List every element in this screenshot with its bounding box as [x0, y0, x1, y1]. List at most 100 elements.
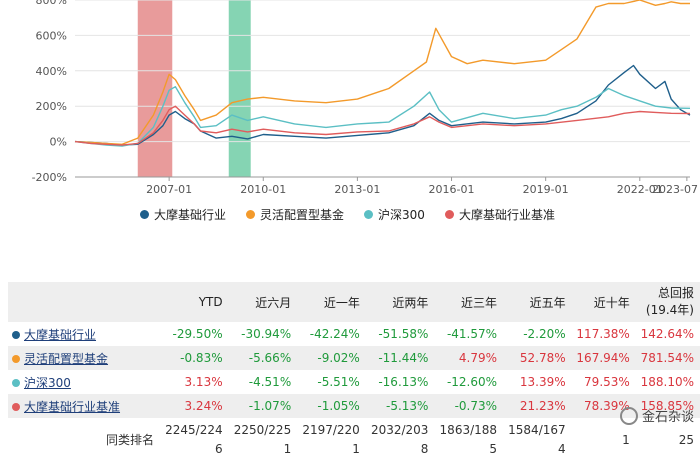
series-line-1 — [74, 0, 690, 145]
rank-line1: 1584/167 — [508, 423, 566, 437]
fund-name-link[interactable]: 沪深300 — [24, 375, 71, 390]
returns-table: YTD 近六月 近一年 近两年 近三年 近五年 近十年 总回报 (19.4年) … — [8, 282, 700, 462]
x-tick-label: 2013-01 — [334, 183, 380, 196]
y-tick-label: 200% — [36, 100, 67, 113]
return-cell: 142.64% — [635, 322, 700, 346]
return-cell: 13.39% — [503, 370, 572, 394]
header-6m: 近六月 — [228, 282, 298, 322]
return-cell: 21.23% — [503, 394, 572, 418]
return-cell: 167.94% — [571, 346, 636, 370]
return-cell: -1.05% — [297, 394, 366, 418]
row-name-cell[interactable]: 灵活配置型基金 — [8, 346, 160, 370]
return-cell: -12.60% — [434, 370, 504, 394]
rank-line1: 25 — [678, 432, 694, 447]
shaded-range-0 — [137, 0, 173, 177]
return-cell: -11.44% — [365, 346, 435, 370]
rank-cell: 1863/188 5 — [434, 418, 504, 462]
rank-cell: 2197/220 1 — [297, 418, 366, 462]
header-ytd: YTD — [160, 282, 229, 322]
rank-line1: 2245/224 — [165, 423, 223, 437]
series-line-2 — [74, 86, 691, 147]
rank-line2: 5 — [489, 442, 498, 456]
rank-cell: 1584/167 4 — [503, 418, 572, 462]
table-row: 大摩基础行业 -29.50% -30.94% -42.24% -51.58% -41.57… — [8, 322, 700, 346]
return-cell: -16.13% — [365, 370, 435, 394]
return-cell: 3.24% — [160, 394, 229, 418]
row-dot — [12, 331, 20, 339]
table-header-row: YTD 近六月 近一年 近两年 近三年 近五年 近十年 总回报 (19.4年) — [8, 282, 700, 322]
row-name-cell[interactable]: 大摩基础行业基准 — [8, 394, 160, 418]
shaded-range-1 — [228, 0, 251, 177]
header-total-line2: (19.4年) — [645, 303, 694, 317]
legend-item-flexible[interactable]: 灵活配置型基金 — [246, 206, 344, 223]
table-row: 沪深300 3.13% -4.51% -5.51% -16.13% -12.60% 13.3… — [8, 370, 700, 394]
rank-cell: 2032/203 8 — [365, 418, 435, 462]
rank-line1: 1863/188 — [439, 423, 498, 437]
rank-line2: 1 — [283, 442, 292, 456]
fund-name-link[interactable]: 大摩基础行业 — [24, 327, 97, 342]
return-cell: 781.54% — [635, 346, 700, 370]
row-dot — [12, 355, 20, 363]
y-tick-label: 600% — [36, 29, 67, 42]
x-tick-label: 2016-01 — [429, 183, 475, 196]
row-name-cell[interactable]: 沪深300 — [8, 370, 160, 394]
rank-line2: 6 — [214, 442, 223, 456]
series-line-3 — [74, 105, 691, 146]
rank-line2: 1 — [352, 442, 360, 456]
return-cell: 117.38% — [571, 322, 636, 346]
row-name-cell[interactable]: 大摩基础行业 — [8, 322, 160, 346]
header-10y: 近十年 — [571, 282, 636, 322]
return-cell: -2.20% — [503, 322, 572, 346]
rank-line1: 2250/225 — [233, 423, 292, 437]
legend-label-flexible: 灵活配置型基金 — [260, 208, 345, 222]
x-tick-label: 2023-07 — [652, 183, 698, 196]
return-cell: 52.78% — [503, 346, 572, 370]
rank-line1: 2032/203 — [370, 423, 429, 437]
return-cell: -5.13% — [365, 394, 435, 418]
rank-label: 同类排名 — [8, 418, 160, 462]
return-cell: -4.51% — [228, 370, 298, 394]
return-cell: 3.13% — [160, 370, 229, 394]
legend-item-benchmark[interactable]: 大摩基础行业基准 — [444, 206, 555, 223]
return-cell: -9.02% — [297, 346, 366, 370]
legend-label-benchmark: 大摩基础行业基准 — [458, 208, 555, 222]
y-tick-label: 400% — [36, 65, 67, 78]
rank-cell: 2245/224 6 — [160, 418, 229, 462]
fund-name-link[interactable]: 灵活配置型基金 — [24, 351, 109, 366]
return-cell: -30.94% — [228, 322, 298, 346]
legend-label-fund: 大摩基础行业 — [154, 208, 227, 222]
return-cell: -29.50% — [160, 322, 229, 346]
x-tick-label: 2022-01 — [617, 183, 663, 196]
header-5y: 近五年 — [503, 282, 572, 322]
legend-item-hs300[interactable]: 沪深300 — [364, 206, 425, 223]
rank-line1: 1 — [622, 432, 630, 447]
rank-cell: 2250/225 1 — [228, 418, 298, 462]
series-line-0 — [74, 64, 691, 146]
wechat-icon — [619, 406, 638, 425]
watermark-text: 金石杂谈 — [641, 410, 694, 425]
x-tick-label: 2019-01 — [523, 183, 569, 196]
rank-line2: 4 — [558, 442, 566, 456]
y-tick-label: 0% — [50, 136, 67, 149]
header-name-cell — [8, 282, 160, 322]
rank-line2: 8 — [420, 442, 429, 456]
fund-name-link[interactable]: 大摩基础行业基准 — [24, 399, 121, 414]
legend-item-fund[interactable]: 大摩基础行业 — [140, 206, 226, 223]
header-3y: 近三年 — [434, 282, 504, 322]
return-cell: -0.73% — [434, 394, 504, 418]
row-dot — [12, 379, 20, 387]
legend-dot-benchmark — [444, 210, 454, 219]
return-cell: -1.07% — [228, 394, 298, 418]
header-total: 总回报 (19.4年) — [635, 282, 700, 322]
row-dot — [12, 403, 20, 411]
x-tick-label: 2010-01 — [240, 183, 286, 196]
header-1y: 近一年 — [297, 282, 366, 322]
return-cell: -5.51% — [297, 370, 366, 394]
rank-row: 同类排名 2245/224 6 2250/225 1 2197/220 1 2032/203… — [8, 418, 700, 462]
return-cell: 79.53% — [571, 370, 636, 394]
legend-dot-flexible — [246, 210, 256, 219]
return-cell: -0.83% — [160, 346, 229, 370]
x-tick-label: 2007-01 — [146, 183, 192, 196]
rank-line1: 2197/220 — [302, 423, 360, 437]
legend-label-hs300: 沪深300 — [378, 208, 425, 222]
